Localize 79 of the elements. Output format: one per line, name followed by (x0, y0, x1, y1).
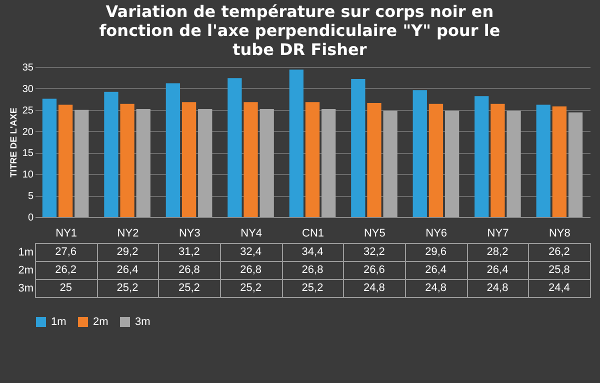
y-tick-label: 30 (22, 84, 34, 95)
bar (182, 102, 196, 217)
bar (104, 92, 118, 217)
x-tick-label: NY3 (178, 228, 200, 240)
bar (536, 104, 550, 217)
bar (198, 109, 212, 217)
bar (490, 104, 505, 217)
legend-label: 3m (135, 316, 150, 328)
x-tick-label: NY2 (117, 228, 139, 240)
bar (136, 109, 150, 217)
data-label: 25,2 (116, 282, 138, 294)
data-label: 26,8 (302, 264, 324, 276)
bar (289, 70, 304, 217)
x-tick-label: NY8 (548, 228, 570, 240)
bar (260, 109, 274, 217)
data-label: 25,2 (240, 282, 262, 294)
x-tick-label: NY7 (487, 228, 509, 240)
bar (58, 104, 73, 217)
bar (568, 112, 583, 217)
data-label: 31,2 (178, 246, 200, 258)
bar (367, 103, 382, 217)
data-label: 24,8 (363, 282, 385, 294)
x-tick-label: NY6 (426, 228, 448, 240)
data-label: 26,4 (116, 264, 138, 276)
bar (552, 106, 567, 217)
bar (428, 104, 444, 217)
y-tick-label: 15 (22, 148, 34, 160)
text: 1m (18, 246, 34, 258)
y-tick-label: 25 (22, 105, 34, 116)
bar (42, 98, 57, 217)
y-tick-label: 35 (22, 62, 34, 74)
bar (506, 110, 521, 217)
data-label: 29,6 (425, 246, 447, 258)
data-label: 26,6 (363, 264, 385, 276)
data-label: 32,4 (240, 246, 262, 258)
data-label: 26,8 (240, 264, 262, 276)
legend-label: 1m (51, 316, 66, 328)
data-label: 24,8 (425, 282, 447, 294)
data-label: 27,6 (55, 246, 77, 258)
text: 2m (18, 264, 34, 276)
y-tick-label: 5 (28, 191, 34, 202)
data-label: 26,4 (486, 264, 508, 276)
data-label: 25,2 (302, 282, 324, 294)
bar (228, 78, 242, 217)
bar (383, 110, 398, 217)
chart-title: Variation de température sur corps noir en fonction de l'axe perpendiculaire "Y" pour le tube DR Fisher (99, 2, 500, 59)
x-tick-label: NY4 (240, 228, 262, 240)
x-tick-label: CN1 (302, 228, 324, 240)
bar (322, 109, 336, 217)
bar (412, 90, 427, 217)
data-label: 24,8 (486, 282, 508, 294)
data-label: 26,2 (55, 264, 77, 276)
bar (305, 102, 320, 217)
y-tick-label: 20 (22, 126, 34, 138)
data-label: 25,8 (548, 264, 570, 276)
data-label: 24,4 (548, 282, 570, 294)
text: 3m (18, 282, 34, 294)
data-label: 26,2 (548, 246, 570, 258)
bar (120, 104, 134, 217)
data-label: 28,2 (486, 246, 508, 258)
bar (244, 102, 258, 217)
bar (474, 96, 489, 217)
data-label: 29,2 (116, 246, 138, 258)
bar (166, 83, 180, 217)
bar (351, 79, 366, 217)
data-label: 25,2 (178, 282, 200, 294)
x-tick-label: NY5 (364, 228, 386, 240)
data-label: 34,4 (302, 246, 324, 258)
y-tick-label: 0 (28, 212, 34, 224)
data-label: 26,4 (425, 264, 447, 276)
bar (444, 110, 460, 217)
data-label: 26,8 (178, 264, 200, 276)
legend-label: 2m (93, 316, 108, 328)
x-tick-label: NY1 (56, 228, 78, 240)
data-label: 25 (60, 282, 72, 294)
y-tick-label: 10 (22, 170, 34, 181)
bar (74, 110, 89, 217)
data-label: 32,2 (363, 246, 385, 258)
y-axis-title: TITRE DE L'AXE (8, 108, 18, 178)
